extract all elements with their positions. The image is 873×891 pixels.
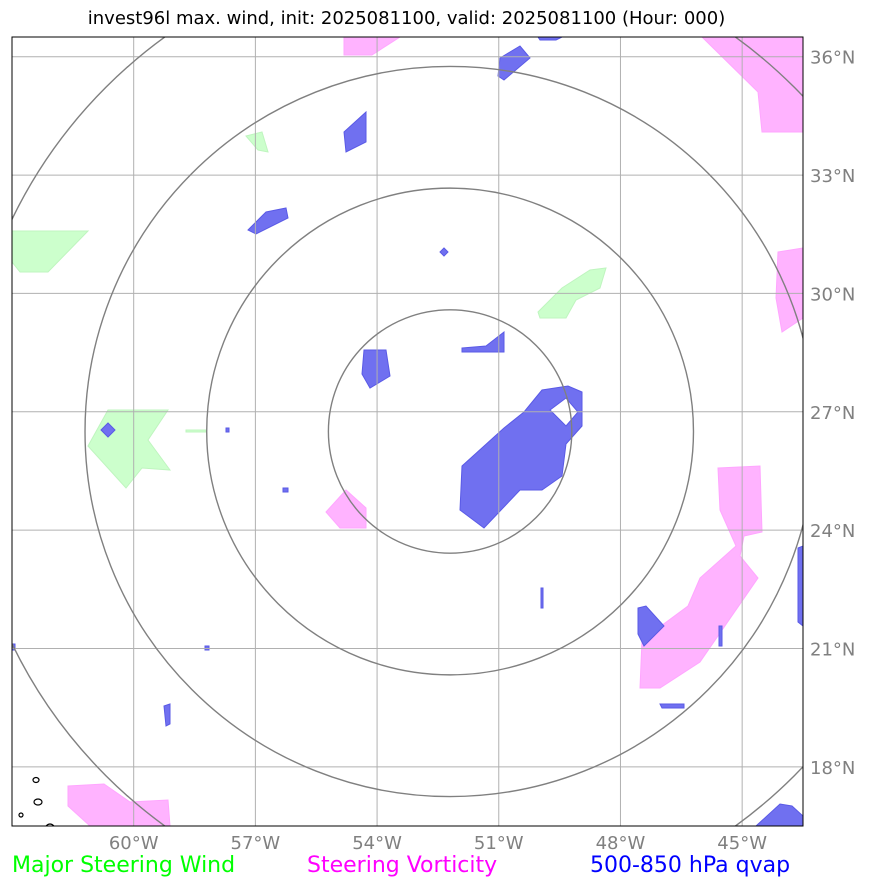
- qvap-region: [343, 110, 367, 153]
- legend-steering-vorticity: Steering Vorticity: [307, 853, 498, 878]
- vorticity-region: [343, 37, 401, 56]
- lon-tick-label: 57°W: [231, 833, 281, 854]
- lon-tick-label: 60°W: [109, 833, 159, 854]
- longitude-tick-labels: 60°W 57°W 54°W 51°W 48°W 45°W: [109, 833, 767, 854]
- qvap-region: [718, 625, 723, 647]
- vorticity-region: [325, 489, 367, 529]
- range-ring: [206, 187, 695, 676]
- lat-tick-label: 24°N: [810, 521, 855, 542]
- lon-tick-label: 45°W: [717, 833, 767, 854]
- wind-contour: [33, 798, 43, 806]
- qvap-region: [659, 703, 685, 709]
- wind-region: [12, 230, 90, 273]
- qvap-region: [247, 207, 289, 235]
- vorticity-region: [67, 783, 171, 826]
- graticule: [12, 37, 803, 826]
- lat-tick-label: 21°N: [810, 639, 855, 660]
- lon-tick-label: 51°W: [474, 833, 524, 854]
- qvap-region: [637, 605, 665, 647]
- qvap-region: [282, 487, 289, 493]
- range-ring: [327, 309, 573, 554]
- legend-qvap: 500-850 hPa qvap: [590, 853, 791, 878]
- qvap-region: [537, 37, 563, 41]
- range-ring: [84, 65, 803, 798]
- qvap-region: [100, 422, 116, 438]
- qvap-region: [439, 247, 449, 257]
- qvap-region: [755, 803, 803, 826]
- map-frame: [11, 36, 804, 827]
- qvap-region: [225, 427, 230, 433]
- wind-contours: [18, 776, 55, 826]
- wind-region: [185, 429, 207, 433]
- lat-tick-label: 18°N: [810, 758, 855, 779]
- steering-vorticity-regions: [67, 37, 803, 826]
- map-title: invest96l max. wind, init: 2025081100, v…: [87, 8, 726, 29]
- lon-tick-label: 48°W: [596, 833, 646, 854]
- lat-tick-label: 33°N: [810, 166, 855, 187]
- latitude-tick-labels: 18°N 21°N 24°N 27°N 30°N 33°N 36°N: [810, 48, 855, 779]
- wind-contour: [32, 776, 40, 784]
- qvap-region: [797, 545, 803, 627]
- qvap-regions: [12, 37, 803, 826]
- lat-tick-label: 30°N: [810, 284, 855, 305]
- qvap-region: [540, 587, 544, 609]
- lat-tick-label: 27°N: [810, 403, 855, 424]
- vorticity-region: [701, 37, 803, 133]
- qvap-region: [361, 349, 391, 389]
- legend-steering-wind: Major Steering Wind: [12, 853, 236, 878]
- vorticity-region: [639, 465, 763, 689]
- vorticity-region: [775, 247, 803, 333]
- qvap-region: [461, 330, 505, 353]
- wind-contour: [18, 812, 24, 818]
- lat-tick-label: 36°N: [810, 48, 855, 69]
- lon-tick-label: 54°W: [352, 833, 402, 854]
- wind-contour: [45, 823, 55, 826]
- wind-region: [245, 131, 269, 153]
- qvap-region: [163, 703, 171, 727]
